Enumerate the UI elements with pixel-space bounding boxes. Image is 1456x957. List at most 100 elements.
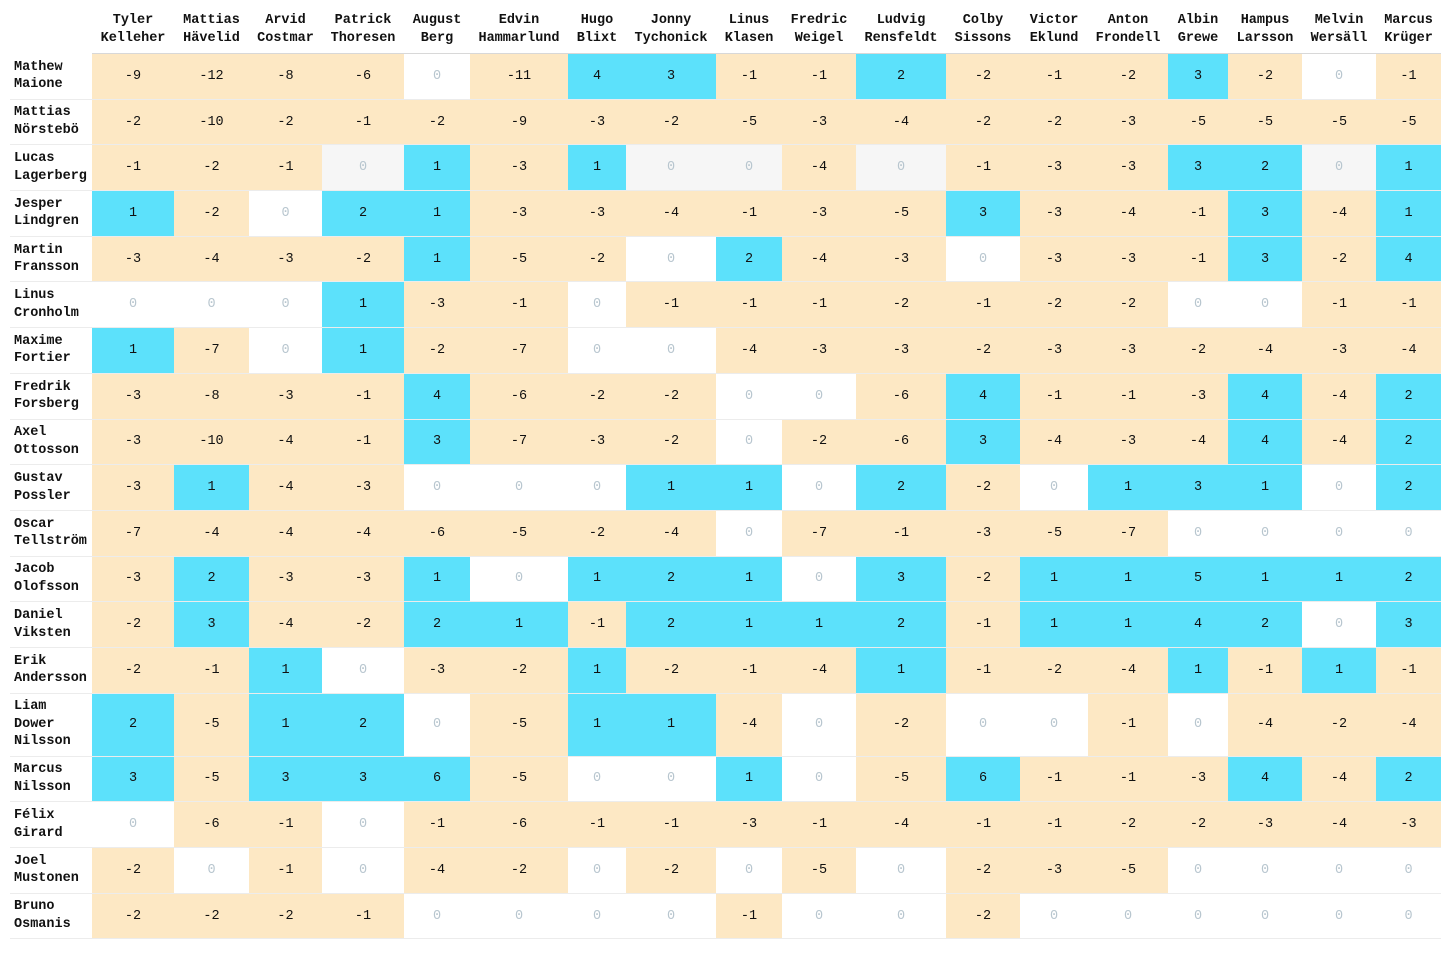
heatmap-cell: 2	[626, 602, 716, 648]
heatmap-cell: -3	[782, 99, 856, 146]
heatmap-cell: 1	[470, 602, 568, 648]
heatmap-cell: -2	[92, 893, 174, 940]
heatmap-cell: -7	[782, 510, 856, 557]
heatmap-cell: -1	[1376, 54, 1441, 100]
heatmap-cell: -1	[322, 373, 404, 420]
heatmap-cell: -2	[946, 848, 1020, 894]
heatmap-cell: 2	[716, 236, 782, 283]
heatmap-cell: 0	[404, 893, 470, 940]
heatmap-cell: -1	[946, 282, 1020, 329]
heatmap-cell: 0	[856, 145, 946, 192]
heatmap-cell: -1	[1376, 647, 1441, 694]
heatmap-cell: -2	[404, 99, 470, 146]
heatmap-cell: 1	[92, 191, 174, 237]
heatmap-cell: -3	[856, 328, 946, 374]
heatmap-cell: -5	[470, 756, 568, 803]
corner-cell	[10, 6, 92, 54]
heatmap-cell: -1	[1088, 693, 1168, 757]
heatmap-cell: 0	[568, 282, 626, 329]
heatmap-cell: -4	[782, 236, 856, 283]
heatmap-cell: 1	[1020, 556, 1088, 603]
heatmap-cell: 0	[1168, 282, 1228, 329]
heatmap-cell: 0	[1228, 848, 1302, 894]
heatmap-cell: -6	[470, 373, 568, 420]
heatmap-cell: -3	[568, 191, 626, 237]
heatmap-cell: -1	[626, 282, 716, 329]
heatmap-cell: 2	[1228, 602, 1302, 648]
heatmap-cell: -3	[249, 556, 322, 603]
heatmap-cell: 0	[1228, 510, 1302, 557]
heatmap-cell: 0	[1376, 510, 1441, 557]
row-label: Mathew Maione	[10, 54, 92, 100]
heatmap-cell: 0	[1376, 848, 1441, 894]
heatmap-cell: 0	[249, 282, 322, 329]
heatmap-cell: 2	[404, 602, 470, 648]
heatmap-cell: -2	[322, 236, 404, 283]
heatmap-cell: -3	[782, 191, 856, 237]
heatmap-cell: -2	[92, 647, 174, 694]
row-label: Axel Ottosson	[10, 420, 92, 466]
heatmap-cell: 1	[404, 236, 470, 283]
row-label: Mattias Nörstebö	[10, 100, 92, 146]
heatmap-cell: 0	[716, 848, 782, 894]
heatmap-cell: -4	[1228, 693, 1302, 757]
heatmap-cell: -2	[92, 602, 174, 648]
heatmap-cell: 0	[782, 893, 856, 940]
heatmap-cell: 3	[1228, 191, 1302, 237]
heatmap-cell: -1	[716, 54, 782, 100]
heatmap-cell: -1	[1302, 282, 1376, 329]
heatmap-cell: -4	[626, 510, 716, 557]
heatmap-cell: 0	[174, 282, 249, 329]
heatmap-cell: 0	[946, 693, 1020, 757]
heatmap-cell: -2	[249, 99, 322, 146]
heatmap-cell: -2	[626, 373, 716, 420]
heatmap-cell: 1	[92, 328, 174, 374]
heatmap-cell: 0	[782, 373, 856, 420]
heatmap-cell: 1	[1376, 191, 1441, 237]
heatmap-cell: -2	[1020, 647, 1088, 694]
heatmap-cell: 0	[404, 465, 470, 511]
heatmap-cell: 2	[174, 556, 249, 603]
heatmap-cell: 0	[1020, 893, 1088, 940]
heatmap-cell: 0	[1168, 848, 1228, 894]
heatmap-cell: -6	[322, 54, 404, 100]
column-header: August Berg	[404, 6, 470, 54]
heatmap-cell: -1	[716, 893, 782, 940]
heatmap-cell: 4	[1228, 419, 1302, 466]
heatmap-cell: -7	[1088, 510, 1168, 557]
row-label: Maxime Fortier	[10, 328, 92, 374]
heatmap-cell: -2	[470, 647, 568, 694]
heatmap-cell: -2	[1302, 693, 1376, 757]
heatmap-cell: -5	[1302, 99, 1376, 146]
heatmap-cell: -2	[1088, 282, 1168, 329]
heatmap-cell: 1	[568, 556, 626, 603]
heatmap-cell: 0	[322, 647, 404, 694]
heatmap-cell: 0	[470, 556, 568, 603]
heatmap-grid: Tyler Kelleher Mattias Hävelid Arvid Costm…	[10, 6, 1441, 940]
heatmap-cell: -4	[716, 328, 782, 374]
heatmap-cell: 0	[626, 756, 716, 803]
heatmap-cell: 2	[856, 602, 946, 648]
heatmap-cell: 1	[1302, 647, 1376, 694]
heatmap-cell: -2	[1168, 328, 1228, 374]
heatmap-cell: -11	[470, 54, 568, 100]
heatmap-cell: 0	[782, 756, 856, 803]
heatmap-cell: -3	[1088, 145, 1168, 192]
row-label: Marcus Nilsson	[10, 757, 92, 803]
heatmap-cell: -3	[470, 191, 568, 237]
heatmap-cell: 1	[716, 556, 782, 603]
heatmap-cell: -1	[716, 647, 782, 694]
heatmap-cell: 0	[1168, 693, 1228, 757]
heatmap-cell: -1	[716, 191, 782, 237]
heatmap-cell: -4	[626, 191, 716, 237]
heatmap-cell: 0	[626, 893, 716, 940]
row-label: Joel Mustonen	[10, 848, 92, 894]
heatmap-cell: 1	[626, 693, 716, 757]
heatmap-cell: -3	[1302, 328, 1376, 374]
heatmap-cell: -6	[404, 510, 470, 557]
heatmap-cell: -5	[470, 693, 568, 757]
heatmap-cell: -3	[92, 465, 174, 511]
heatmap-cell: 1	[626, 465, 716, 511]
heatmap-cell: -4	[782, 647, 856, 694]
heatmap-cell: -1	[249, 145, 322, 192]
